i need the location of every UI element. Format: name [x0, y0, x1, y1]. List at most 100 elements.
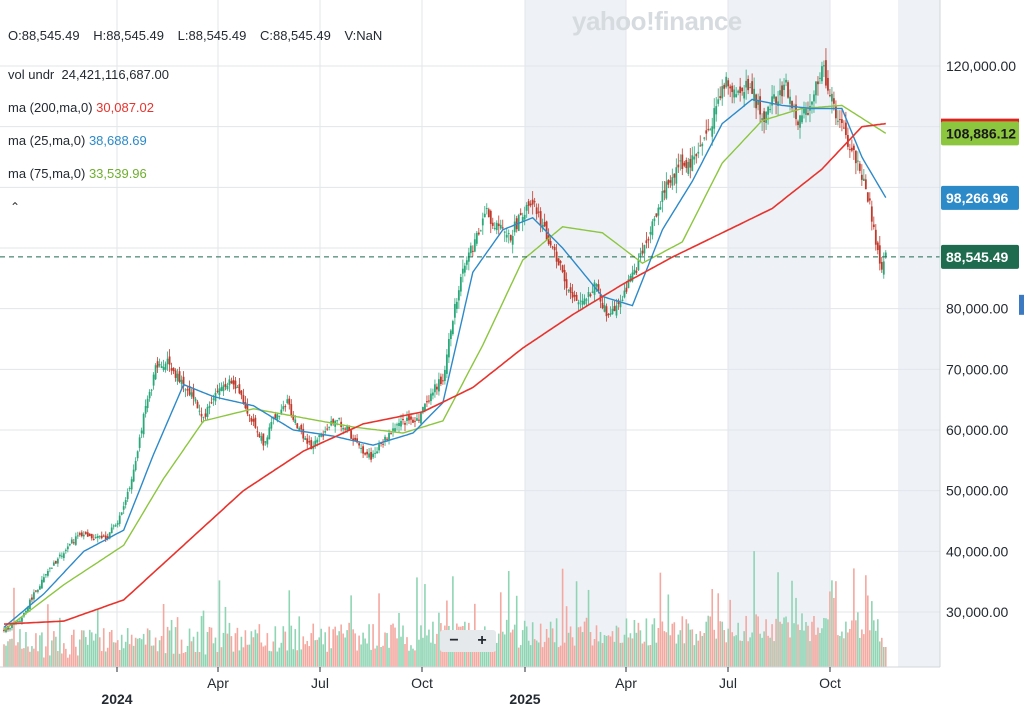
candle-body — [27, 607, 29, 612]
volume-bar — [310, 633, 313, 667]
candle-body — [781, 85, 783, 97]
volume-bar — [142, 633, 145, 667]
volume-bar — [563, 642, 566, 667]
candle-body — [733, 89, 736, 98]
candle-body — [783, 84, 785, 91]
volume-bar — [669, 635, 672, 667]
candle-body — [372, 453, 374, 458]
volume-bar — [787, 622, 789, 667]
candle-body — [757, 100, 760, 105]
volume-bar — [394, 627, 396, 667]
volume-bar — [643, 641, 646, 667]
indicator-ma200[interactable]: ma (200,ma,0) 30,087.02 — [8, 100, 154, 115]
candle-body — [872, 224, 875, 228]
candle-body — [451, 321, 454, 335]
indicator-ma75[interactable]: ma (75,ma,0) 33,539.96 — [8, 166, 147, 181]
volume-bar — [615, 625, 618, 667]
candle-body — [499, 224, 502, 229]
vol-undr-value: 24,421,116,687.00 — [61, 67, 169, 82]
candle-body — [635, 270, 638, 273]
candle-body — [539, 211, 542, 226]
volume-bar — [693, 645, 696, 667]
volume-bar — [645, 618, 648, 667]
price-badge — [941, 185, 1019, 210]
candle-body — [160, 365, 163, 368]
volume-bar — [809, 641, 811, 667]
candle-body — [3, 629, 5, 631]
volume-bar — [258, 624, 261, 667]
candle-body — [104, 535, 107, 540]
volume-bar — [843, 638, 845, 667]
volume-bar — [745, 615, 747, 667]
candle-body — [168, 356, 171, 365]
candle-body — [701, 143, 704, 147]
candle-body — [412, 419, 414, 423]
volume-bar — [495, 642, 498, 667]
candle-body — [102, 535, 105, 537]
candle-body — [856, 160, 859, 162]
volume-bar — [480, 647, 482, 667]
vol-undr-readout: vol undr 24,421,116,687.00 — [8, 67, 169, 82]
volume-bar — [296, 650, 299, 667]
zoom-in-button[interactable]: + — [477, 632, 487, 649]
scroll-right-handle[interactable] — [1019, 294, 1024, 315]
candle-body — [250, 417, 253, 422]
volume-bar — [17, 642, 19, 667]
candle-body — [771, 96, 773, 106]
volume-bar — [152, 645, 155, 667]
candle-body — [864, 179, 867, 190]
indicator-ma25[interactable]: ma (25,ma,0) 38,688.69 — [8, 133, 147, 148]
candle-body — [70, 539, 73, 544]
candle-body — [585, 299, 588, 301]
volume-bar — [73, 629, 75, 667]
collapse-chevron-up-icon[interactable]: ⌃ — [10, 200, 21, 214]
volume-bar — [190, 641, 193, 667]
volume-bar — [765, 619, 767, 667]
volume-bar — [232, 651, 235, 667]
volume-bar — [867, 595, 869, 667]
candle-body — [154, 365, 157, 380]
candle-body — [68, 543, 71, 546]
volume-bar — [29, 651, 31, 667]
volume-bar — [703, 633, 706, 667]
volume-bar — [25, 632, 27, 667]
volume-bar — [350, 595, 352, 667]
volume-bar — [166, 626, 169, 667]
candle-body — [88, 533, 91, 537]
volume-bar — [252, 637, 255, 667]
candle-body — [220, 387, 223, 391]
volume-bar — [571, 637, 574, 667]
volume-bar — [170, 619, 173, 667]
volume-bar — [541, 647, 544, 667]
volume-bar — [65, 648, 67, 667]
volume-bar — [106, 647, 109, 667]
volume-bar — [633, 620, 636, 667]
volume-bar — [613, 641, 616, 667]
candle-body — [789, 96, 791, 104]
candle-body — [525, 204, 528, 211]
volume-bar — [372, 624, 374, 667]
candle-body — [591, 291, 594, 293]
volume-bar — [240, 636, 243, 667]
zoom-out-button[interactable]: − — [449, 632, 459, 649]
volume-bar — [386, 633, 388, 667]
candle-body — [224, 383, 227, 387]
candle-body — [475, 232, 478, 244]
candle-body — [623, 290, 626, 298]
volume-bar — [731, 632, 733, 667]
candle-body — [607, 314, 610, 316]
candle-body — [541, 224, 544, 229]
candle-body — [811, 101, 813, 105]
candle-body — [874, 229, 877, 245]
candle-body — [637, 259, 640, 271]
candle-body — [503, 231, 506, 233]
candle-body — [443, 370, 446, 382]
candle-body — [172, 367, 175, 372]
volume-bar — [136, 638, 139, 667]
candle-body — [850, 147, 853, 151]
candle-body — [374, 452, 376, 454]
candle-body — [685, 160, 688, 169]
volume-bar — [591, 645, 594, 667]
volume-bar — [31, 646, 33, 667]
